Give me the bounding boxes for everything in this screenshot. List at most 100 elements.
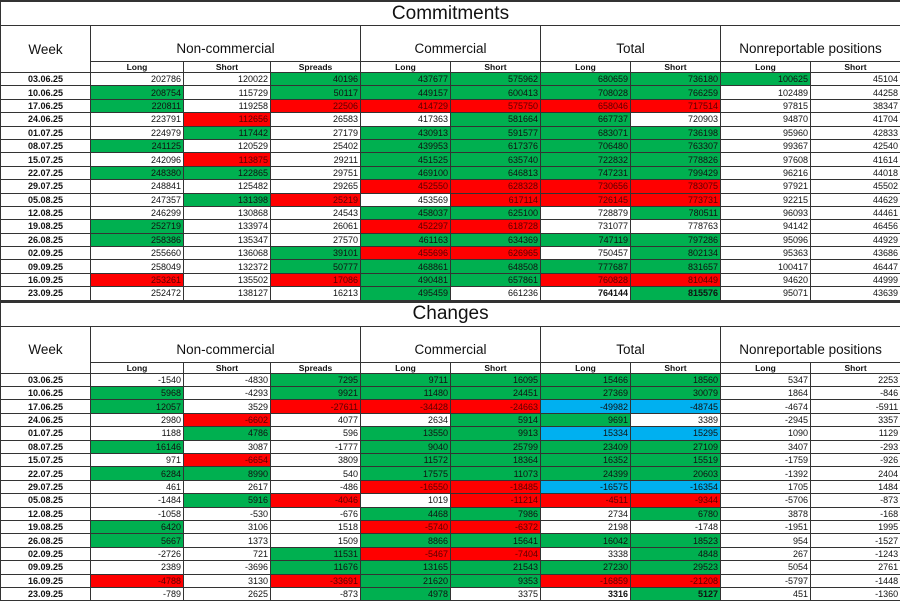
value-cell: 7986: [451, 507, 541, 520]
value-cell: 120022: [184, 73, 271, 86]
value-cell: 461: [91, 480, 184, 493]
value-cell: 267: [721, 547, 811, 560]
value-cell: 29211: [271, 153, 361, 166]
value-cell: 575962: [451, 73, 541, 86]
value-cell: 1373: [184, 534, 271, 547]
value-cell: 18523: [631, 534, 721, 547]
value-cell: 95071: [721, 287, 811, 300]
week-cell: 02.09.25: [1, 547, 91, 560]
week-cell: 26.08.25: [1, 534, 91, 547]
value-cell: 490481: [361, 273, 451, 286]
value-cell: -48745: [631, 400, 721, 413]
total-header: Total: [541, 326, 721, 362]
value-cell: 18560: [631, 373, 721, 386]
value-cell: 38347: [811, 99, 900, 112]
value-cell: 617114: [451, 193, 541, 206]
week-cell: 08.07.25: [1, 139, 91, 152]
noncommercial-header: Non-commercial: [91, 326, 361, 362]
value-cell: 2734: [541, 507, 631, 520]
value-cell: -2726: [91, 547, 184, 560]
value-cell: 27369: [541, 387, 631, 400]
value-cell: 495459: [361, 287, 451, 300]
value-cell: 92215: [721, 193, 811, 206]
value-cell: 3106: [184, 520, 271, 533]
value-cell: 95096: [721, 233, 811, 246]
commitments-title: Commitments: [1, 1, 900, 26]
value-cell: 3130: [184, 574, 271, 587]
value-cell: 24399: [541, 467, 631, 480]
noncommercial-header: Non-commercial: [91, 26, 361, 62]
week-cell: 05.08.25: [1, 193, 91, 206]
value-cell: -3696: [184, 561, 271, 574]
value-cell: 125482: [184, 180, 271, 193]
value-cell: 763307: [631, 139, 721, 152]
value-cell: 117442: [184, 126, 271, 139]
value-cell: -24663: [451, 400, 541, 413]
value-cell: 44929: [811, 233, 900, 246]
value-cell: 799429: [631, 166, 721, 179]
value-cell: 29523: [631, 561, 721, 574]
value-cell: 99367: [721, 139, 811, 152]
week-cell: 16.09.25: [1, 574, 91, 587]
value-cell: -530: [184, 507, 271, 520]
value-cell: -4830: [184, 373, 271, 386]
value-cell: 439953: [361, 139, 451, 152]
value-cell: 12057: [91, 400, 184, 413]
value-cell: 417363: [361, 113, 451, 126]
value-cell: 11572: [361, 453, 451, 466]
value-cell: 469100: [361, 166, 451, 179]
value-cell: -1058: [91, 507, 184, 520]
value-cell: 5347: [721, 373, 811, 386]
value-cell: 3357: [811, 413, 900, 426]
value-cell: -873: [811, 494, 900, 507]
column-header: Long: [361, 62, 451, 73]
value-cell: -1759: [721, 453, 811, 466]
value-cell: 600413: [451, 86, 541, 99]
week-cell: 01.07.25: [1, 427, 91, 440]
value-cell: 736198: [631, 126, 721, 139]
value-cell: -4674: [721, 400, 811, 413]
value-cell: 22506: [271, 99, 361, 112]
value-cell: 97921: [721, 180, 811, 193]
value-cell: 5916: [184, 494, 271, 507]
value-cell: 4077: [271, 413, 361, 426]
week-cell: 22.07.25: [1, 467, 91, 480]
value-cell: 3878: [721, 507, 811, 520]
value-cell: 706480: [541, 139, 631, 152]
value-cell: 2761: [811, 561, 900, 574]
value-cell: -16859: [541, 574, 631, 587]
value-cell: -49982: [541, 400, 631, 413]
value-cell: -4511: [541, 494, 631, 507]
value-cell: 247357: [91, 193, 184, 206]
value-cell: 3407: [721, 440, 811, 453]
week-cell: 23.09.25: [1, 287, 91, 300]
week-cell: 17.06.25: [1, 400, 91, 413]
value-cell: -21208: [631, 574, 721, 587]
value-cell: 15466: [541, 373, 631, 386]
value-cell: 461163: [361, 233, 451, 246]
value-cell: -676: [271, 507, 361, 520]
value-cell: 453569: [361, 193, 451, 206]
value-cell: 750457: [541, 247, 631, 260]
week-cell: 19.08.25: [1, 220, 91, 233]
column-header: Short: [631, 62, 721, 73]
value-cell: 9711: [361, 373, 451, 386]
value-cell: 119258: [184, 99, 271, 112]
total-header: Total: [541, 26, 721, 62]
value-cell: 747231: [541, 166, 631, 179]
value-cell: 778826: [631, 153, 721, 166]
week-cell: 19.08.25: [1, 520, 91, 533]
value-cell: 133974: [184, 220, 271, 233]
value-cell: 18364: [451, 453, 541, 466]
value-cell: 8990: [184, 467, 271, 480]
value-cell: -4293: [184, 387, 271, 400]
value-cell: 27570: [271, 233, 361, 246]
value-cell: 736180: [631, 73, 721, 86]
